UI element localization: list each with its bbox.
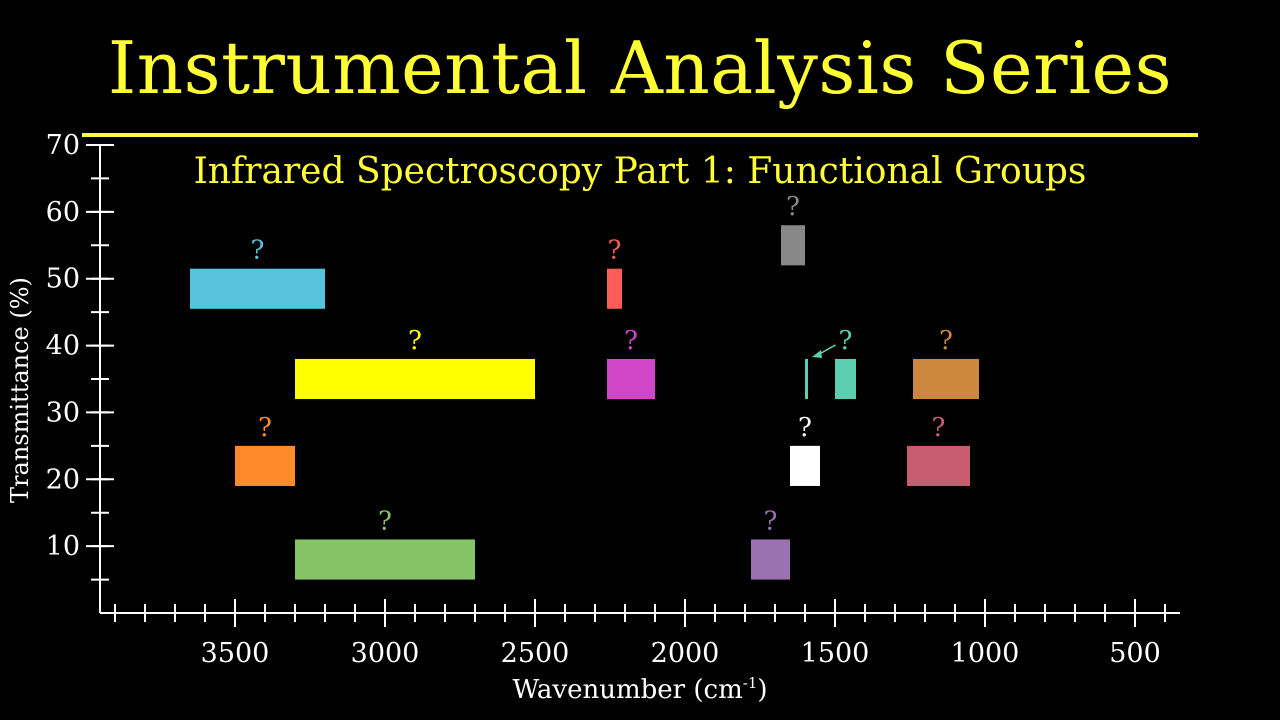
title-underline (82, 133, 1198, 137)
absorption-band (751, 539, 790, 580)
band-question-label: ? (764, 506, 778, 536)
x-axis-label-close: ) (757, 675, 768, 705)
absorption-band (805, 358, 808, 400)
band-pointer-arrowhead (812, 349, 822, 358)
absorption-band (790, 445, 820, 486)
band-question-label: ? (624, 326, 638, 356)
y-tick-label: 70 (46, 130, 80, 161)
absorption-band (235, 445, 295, 486)
band-question-label: ? (839, 326, 853, 356)
absorption-band (835, 358, 856, 400)
x-tick-label: 1500 (801, 638, 870, 669)
absorption-band (607, 268, 622, 309)
absorption-band (907, 445, 970, 486)
absorption-band (781, 225, 805, 266)
y-tick-label: 60 (46, 197, 80, 228)
y-tick-label: 10 (46, 531, 80, 562)
band-question-label: ? (251, 236, 265, 266)
band-question-label: ? (378, 506, 392, 536)
x-axis-label-exponent: -1 (742, 674, 758, 692)
x-axis-label-text: Wavenumber (cm (512, 675, 743, 705)
band-question-label: ? (786, 192, 800, 222)
absorption-band (295, 358, 535, 400)
absorption-band (913, 358, 979, 400)
absorption-band (607, 358, 655, 400)
chart-subtitle: Infrared Spectroscopy Part 1: Functional… (193, 151, 1087, 192)
band-question-label: ? (608, 236, 622, 266)
x-tick-label: 500 (1109, 638, 1161, 669)
x-tick-label: 1000 (951, 638, 1020, 669)
x-axis-label: Wavenumber (cm-1) (0, 674, 1280, 705)
absorption-band (190, 268, 325, 309)
chart-title: Instrumental Analysis Series (107, 26, 1173, 110)
y-tick-label: 30 (46, 397, 80, 428)
y-tick-label: 40 (46, 331, 80, 362)
band-question-label: ? (408, 326, 422, 356)
x-tick-label: 3500 (201, 638, 270, 669)
y-tick-label: 20 (46, 464, 80, 495)
band-question-label: ? (939, 326, 953, 356)
band-question-label: ? (258, 413, 272, 443)
band-question-label: ? (932, 413, 946, 443)
x-tick-label: 3000 (351, 638, 420, 669)
y-axis-label: Transmittance (%) (6, 277, 34, 503)
x-tick-label: 2000 (651, 638, 720, 669)
y-tick-label: 50 (46, 264, 80, 295)
band-question-label: ? (798, 413, 812, 443)
absorption-band (295, 539, 475, 580)
x-tick-label: 2500 (501, 638, 570, 669)
